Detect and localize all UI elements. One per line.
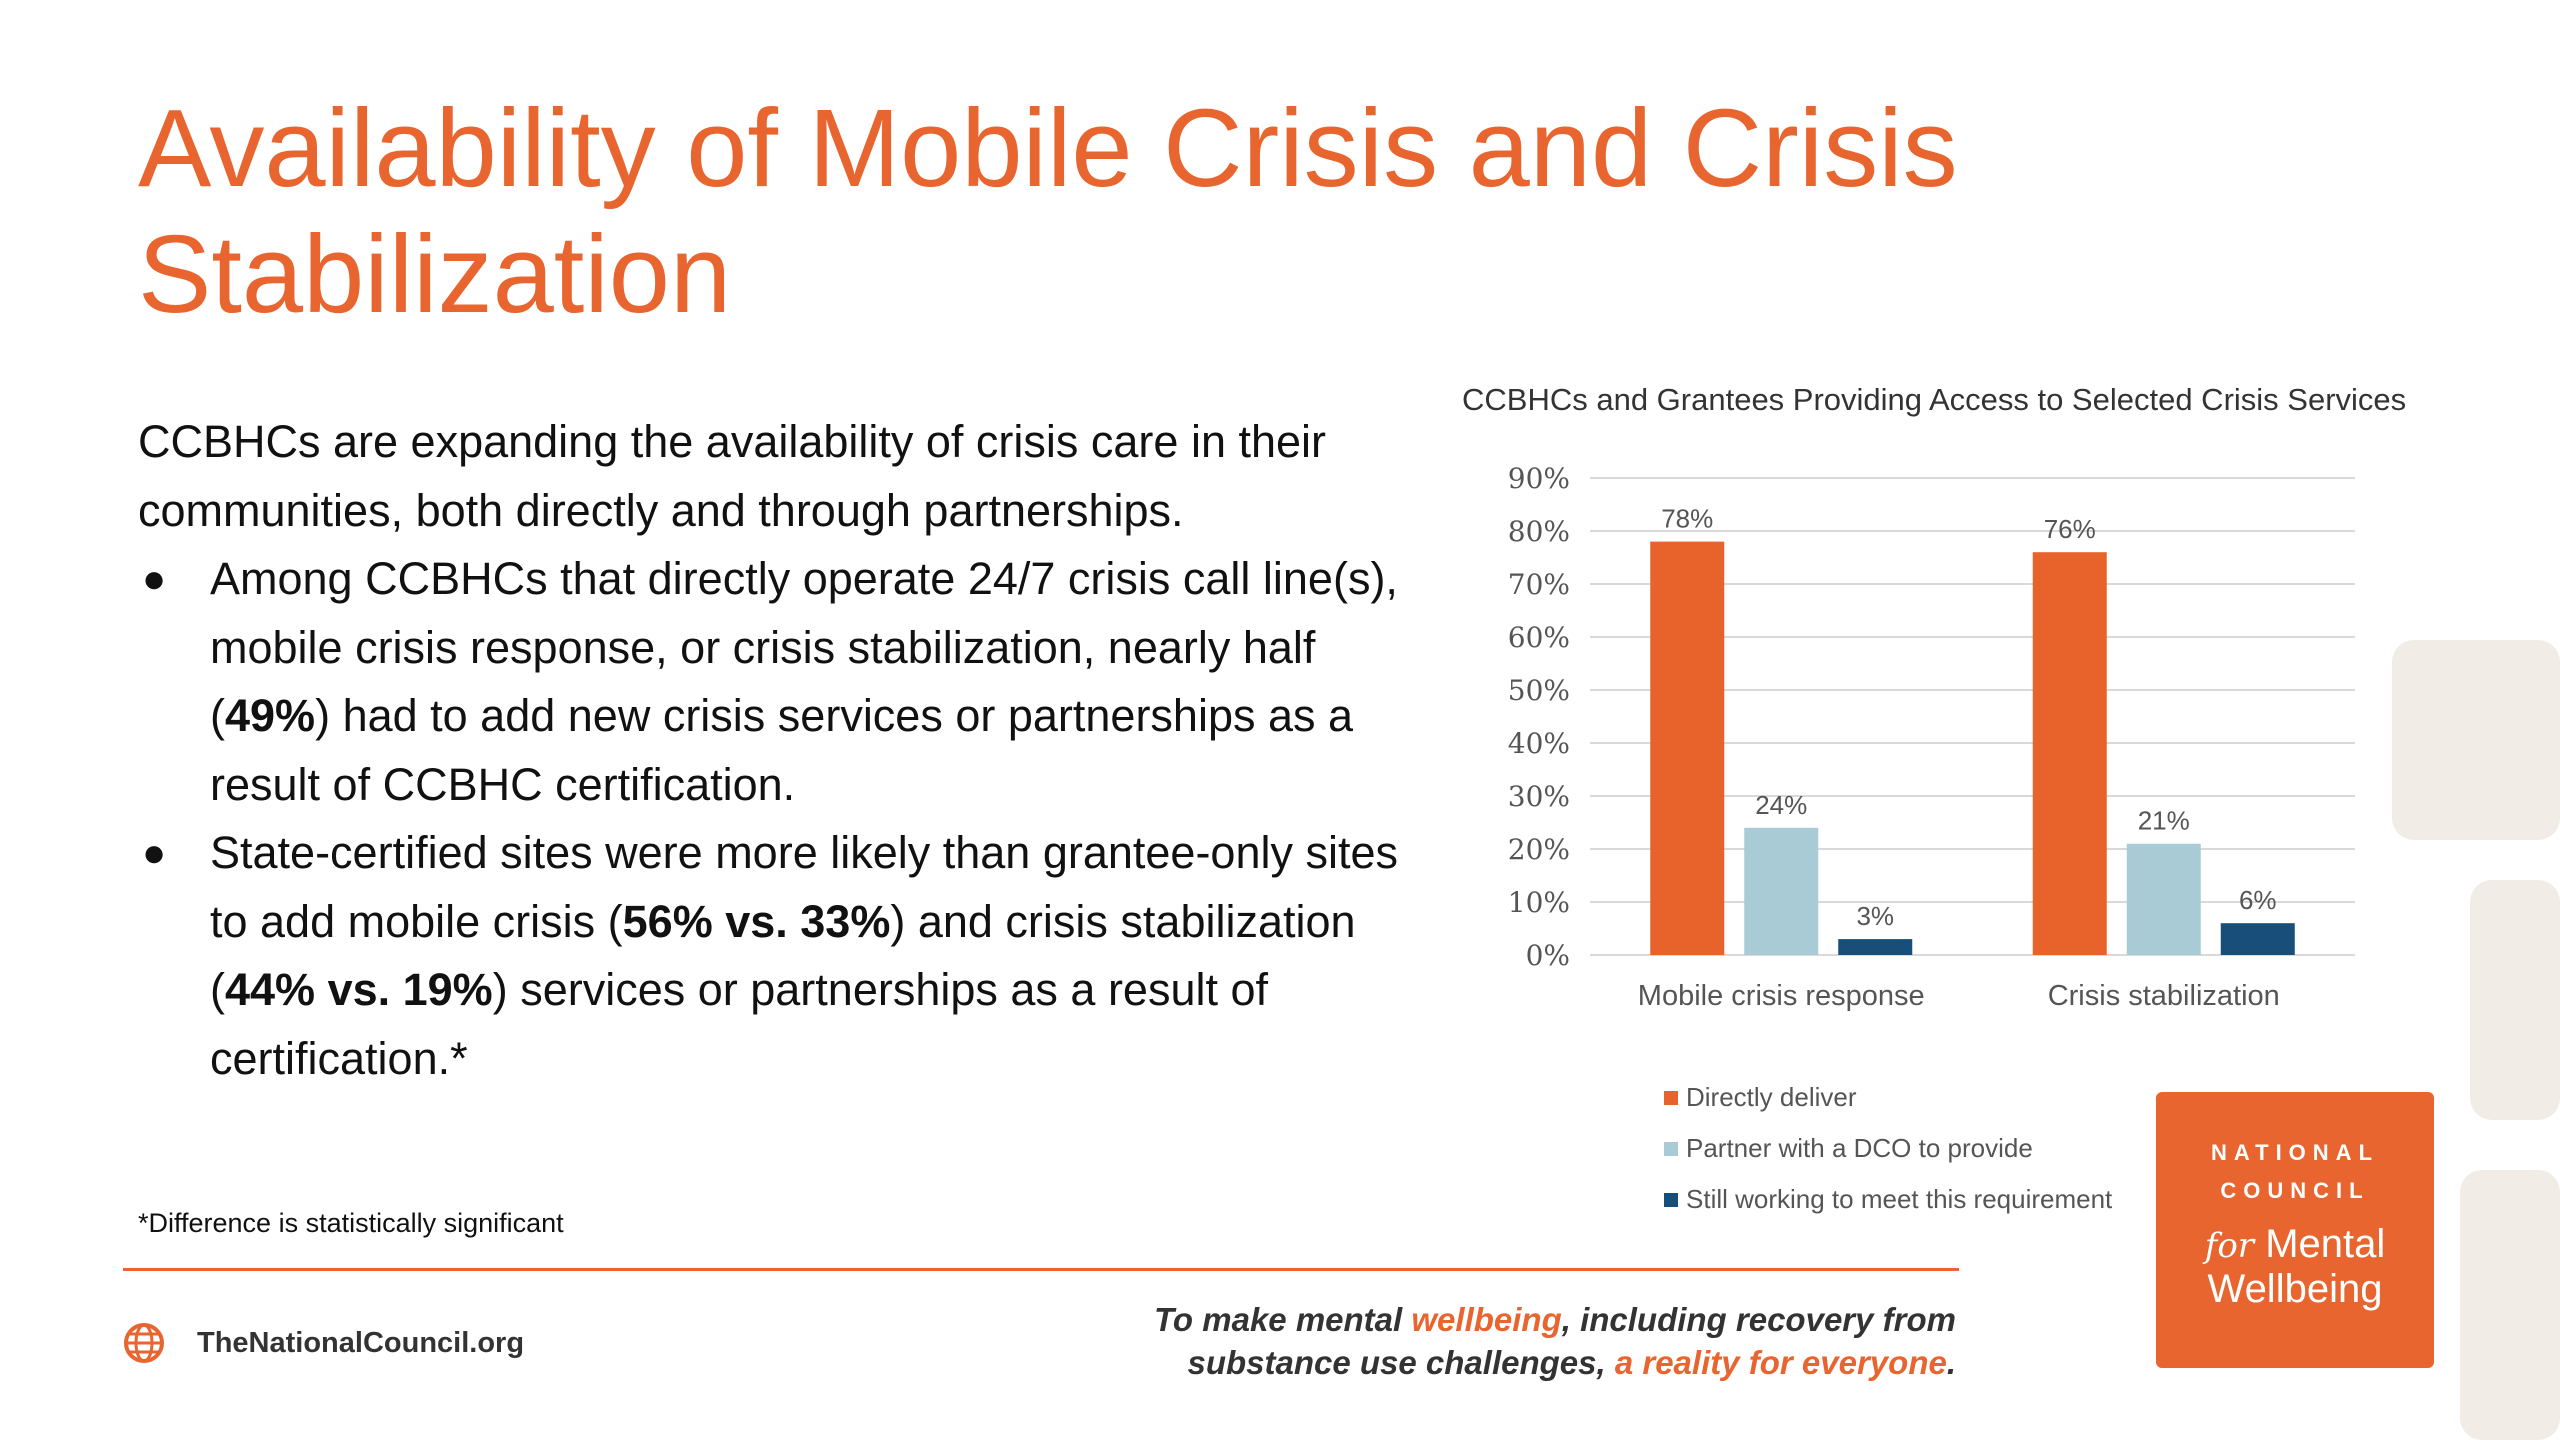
y-tick-label: 60% [1508,621,1570,654]
y-tick-label: 90% [1508,462,1570,495]
data-label: 76% [2044,514,2096,544]
data-label: 24% [1755,790,1807,820]
bar [1838,939,1913,955]
y-tick-label: 20% [1508,833,1570,866]
bar [1744,827,1819,955]
bullet-item: ● Among CCBHCs that directly operate 24/7… [138,545,1408,819]
body-text: CCBHCs are expanding the availability of… [138,408,1408,1093]
background-decoration [2392,640,2560,840]
y-tick-label: 10% [1508,886,1570,919]
footer-divider [123,1268,1959,1271]
footnote: *Difference is statistically significant [138,1208,564,1238]
background-decoration [2470,880,2560,1120]
data-label: 21% [2138,806,2190,836]
bar [2126,843,2201,955]
y-tick-label: 40% [1508,727,1570,760]
legend-item: Directly deliver [1664,1072,2112,1123]
chart-legend: Directly deliver Partner with a DCO to p… [1664,1072,2112,1225]
y-tick-label: 0% [1526,939,1570,972]
data-label: 78% [1661,504,1713,534]
bar-chart: 0% 10% 20% 30% 40% 50% 60% 70% 80% 90% 78% 24% 3% Mob… [1508,462,2355,1012]
background-decoration [2460,1170,2560,1440]
national-council-logo: NATIONAL COUNCIL for Mental Wellbeing [2156,1092,2434,1368]
page-title: Availability of Mobile Crisis and Crisis… [138,87,1958,336]
x-category-label: Crisis stabilization [2048,980,2280,1012]
tagline: To make mental wellbeing, including reco… [1154,1301,1956,1381]
legend-item: Partner with a DCO to provide [1664,1123,2112,1174]
data-label: 6% [2239,885,2277,915]
legend-item: Still working to meet this requirement [1664,1174,2112,1225]
website-link[interactable]: TheNationalCouncil.org [123,1322,524,1364]
bullet-dot-icon: ● [142,831,167,875]
bullet-list: ● Among CCBHCs that directly operate 24/7… [138,545,1408,1093]
chart-title: CCBHCs and Grantees Providing Access to … [1462,382,2407,417]
website-url[interactable]: TheNationalCouncil.org [197,1326,525,1359]
legend-swatch [1664,1090,1678,1105]
y-tick-label: 50% [1508,674,1570,707]
intro-paragraph: CCBHCs are expanding the availability of… [138,416,1327,536]
y-tick-label: 30% [1508,780,1570,813]
data-label: 3% [1856,901,1894,931]
y-tick-label: 80% [1508,515,1570,548]
legend-swatch [1664,1192,1678,1207]
bar [2220,923,2295,955]
legend-swatch [1664,1141,1678,1156]
bullet-dot-icon: ● [142,557,167,601]
bar [1650,541,1725,955]
bar [2032,552,2107,955]
globe-icon [124,1323,164,1363]
bullet-item: ● State-certified sites were more likely … [138,819,1408,1093]
y-tick-label: 70% [1508,568,1570,601]
x-category-label: Mobile crisis response [1638,980,1925,1012]
